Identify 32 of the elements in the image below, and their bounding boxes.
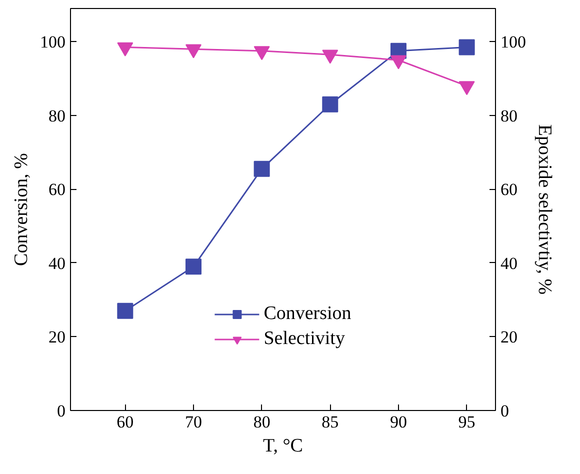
point [254, 160, 270, 177]
point [322, 50, 338, 64]
y-tick-label: 80 [48, 106, 66, 126]
point [185, 258, 202, 275]
point [117, 302, 134, 319]
legend-label: Conversion [264, 303, 352, 325]
point [458, 81, 475, 96]
x-tick-label: 90 [390, 412, 407, 432]
y2-tick-label: 80 [500, 106, 518, 126]
point [117, 42, 134, 56]
y2-tick-label: 40 [500, 254, 518, 273]
x-tick-label: 70 [184, 412, 202, 432]
point [185, 44, 202, 58]
x-tick-label: 60 [116, 412, 134, 432]
x-tick-label: 80 [253, 412, 270, 432]
y-tick-label: 60 [48, 180, 66, 200]
y2-axis-title: Epoxide selectivtiy, % [534, 124, 555, 295]
y-tick-label: 20 [48, 328, 66, 347]
y-tick-label: 0 [57, 402, 66, 420]
y-tick-label: 40 [48, 254, 66, 273]
x-tick-label: 95 [458, 412, 476, 432]
x-tick-label: 85 [322, 412, 339, 432]
point [254, 46, 270, 60]
y2-tick-label: 60 [500, 180, 518, 200]
y2-tick-label: 0 [500, 402, 509, 420]
point [390, 55, 406, 70]
legend-label: Selectivity [264, 328, 345, 350]
x-axis-title: T, °C [263, 436, 303, 456]
y-tick-label: 100 [40, 32, 66, 52]
y2-tick-label: 20 [500, 328, 518, 347]
y2-tick-label: 100 [500, 32, 526, 52]
y-axis-title: Conversion, % [11, 152, 32, 266]
